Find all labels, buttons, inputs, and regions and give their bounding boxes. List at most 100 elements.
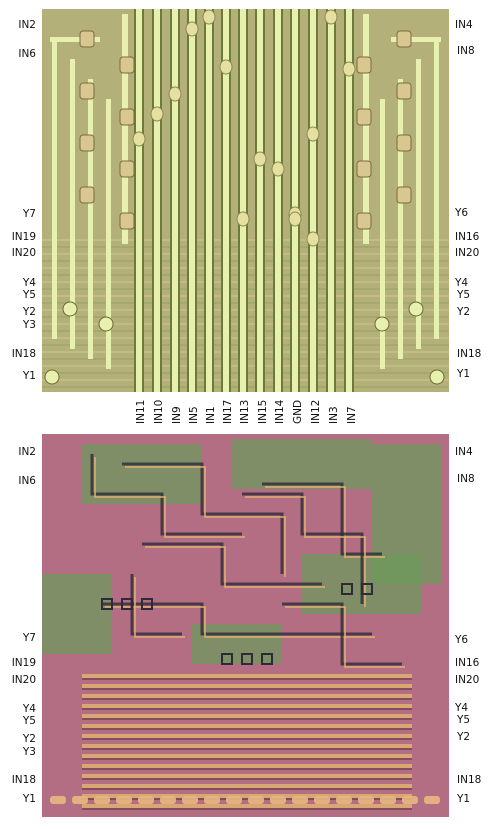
diffusion-region [232,439,372,489]
routing-trace [245,496,366,607]
pad-segment [380,796,396,804]
pad-segment [402,796,418,804]
top-left-label-in2: IN2 [18,19,36,31]
column-label-in17: IN17 [222,399,234,424]
transistor-cell [356,212,372,230]
routing-trace [94,457,245,538]
column-labels: IN11 IN10 IN9 IN5 IN1 IN17 IN13 IN15 IN1… [0,394,490,430]
transistor-cell [396,82,412,100]
top-left-label-in6: IN6 [18,48,36,60]
stripe-shadow [82,798,412,800]
metal-stripe [82,784,412,788]
transistor-cell [79,186,95,204]
bottom-right-label-y6: Y6 [455,634,469,646]
routing-trace [242,492,364,604]
bottom-right-label-in20: IN20 [455,674,480,686]
bottom-left-label-y3: Y3 [22,746,36,758]
pad-segment [292,796,308,804]
stripe-shadow [82,708,412,710]
metal-bus-line [346,9,352,392]
metal-bus-line [189,9,195,392]
metal-bus-line [310,9,316,392]
top-right-label-y1: Y1 [457,368,471,380]
stripe-shadow [82,748,412,750]
transistor-cell [356,108,372,126]
left-metal-trace [70,59,75,349]
contact-square [241,653,253,665]
metal-bus-line [223,9,229,392]
metal-stripe [82,774,412,778]
stripe-shadow [82,788,412,790]
left-metal-trace [88,79,93,359]
bottom-left-label-y1: Y1 [22,793,36,805]
right-metal-trace [363,14,369,244]
pad-segment [182,796,198,804]
top-left-label-in18: IN18 [11,348,36,360]
stripe-shadow [82,688,412,690]
transistor-cell [119,56,135,74]
metal-bus-line [275,9,281,392]
pad-segment [138,796,154,804]
transistor-cell [396,30,412,48]
contact-via [306,231,320,247]
top-left-label-in20: IN20 [11,247,36,259]
bottom-left-label-y2: Y2 [22,733,36,745]
stripe-shadow [82,718,412,720]
metal-stripe [82,684,412,688]
pad-segment [226,796,242,804]
pad-segment [358,796,374,804]
top-left-label-y2: Y2 [22,306,36,318]
transistor-cell [79,134,95,152]
stripe-shadow [82,678,412,680]
column-label-in14: IN14 [274,399,286,424]
right-metal-trace [391,37,441,42]
metal-bus-line [292,9,298,392]
bond-pad [62,301,78,317]
bottom-right-label-y2: Y2 [457,731,471,743]
pad-segment [424,796,440,804]
contact-via [288,211,302,227]
bottom-right-label-in8: IN8 [457,473,475,485]
column-label-in11: IN11 [135,399,147,424]
pad-segment [50,796,66,804]
top-left-label-y3: Y3 [22,319,36,331]
bond-pad [374,316,390,332]
left-metal-trace [106,99,111,369]
column-label-gnd: GND [292,399,304,424]
pad-segment [270,796,286,804]
transistor-cell [79,82,95,100]
bottom-right-label-in16: IN16 [455,657,480,669]
metal-bus-line [154,9,160,392]
metal-stripe [82,804,412,808]
bottom-right-label-in18: IN18 [457,774,482,786]
pad-segment [94,796,110,804]
routing-trace [285,606,405,668]
transistor-cell [356,56,372,74]
routing-trace [142,542,322,586]
bottom-left-label-in20: IN20 [11,674,36,686]
metal-stripe [82,694,412,698]
bond-pad [98,316,114,332]
transistor-cell [79,30,95,48]
top-left-label-y7: Y7 [22,208,36,220]
bottom-left-label-y4: Y4 [22,703,36,715]
top-right-label-y2: Y2 [457,306,471,318]
transistor-cell [119,160,135,178]
diffusion-region [372,444,442,584]
diffusion-region [42,574,112,654]
contact-via [219,59,233,75]
stripe-shadow [82,758,412,760]
bottom-right-label-y1: Y1 [457,793,471,805]
transistor-cell [119,108,135,126]
contact-via [324,9,338,25]
routing-trace [125,466,286,577]
contact-via [342,61,356,77]
contact-via [253,151,267,167]
bottom-left-label-y7: Y7 [22,632,36,644]
routing-trace [105,606,375,638]
metal-stripe [82,794,412,798]
column-label-in9: IN9 [171,406,183,424]
top-left-label-in19: IN19 [11,231,36,243]
routing-trace [134,577,185,638]
contact-square [361,583,373,595]
